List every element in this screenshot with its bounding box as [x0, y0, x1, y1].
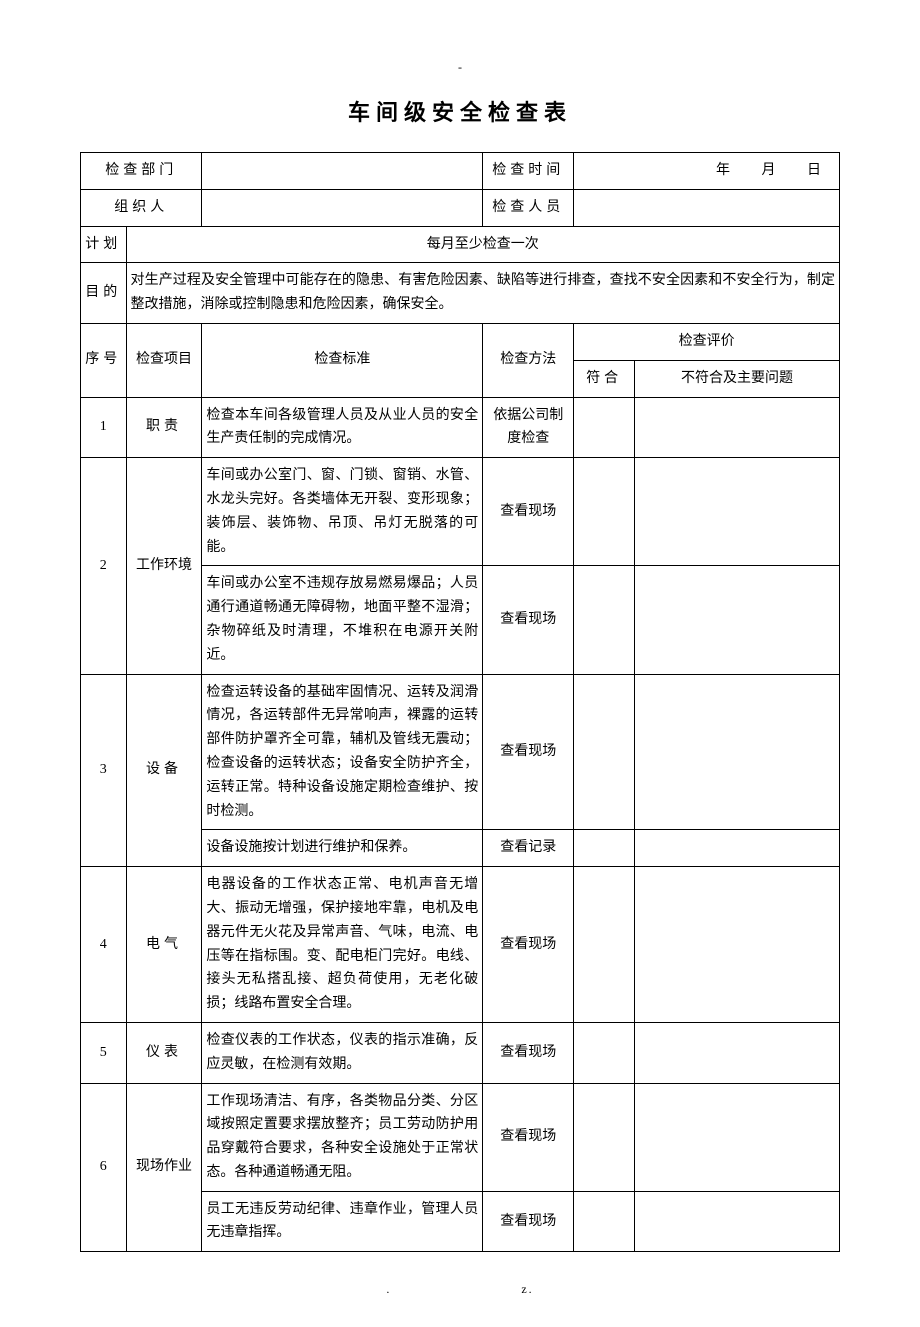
label-purpose: 目的 — [81, 263, 127, 324]
th-item: 检查项目 — [126, 323, 202, 397]
cell-item: 职责 — [126, 397, 202, 458]
cell-ng[interactable] — [635, 674, 840, 830]
inspection-table: 检查部门 检查时间 年 月 日 组织人 检查人员 计划 每月至少检查一次 目的 … — [80, 152, 840, 1252]
day-label: 日 — [795, 159, 835, 183]
cell-standard: 检查仪表的工作状态，仪表的指示准确，反应灵敏，在检测有效期。 — [202, 1022, 483, 1083]
cell-method: 查看现场 — [483, 1191, 574, 1252]
cell-ng[interactable] — [635, 867, 840, 1023]
th-standard: 检查标准 — [202, 323, 483, 397]
cell-ok[interactable] — [574, 1022, 635, 1083]
footer-right: z. — [521, 1282, 533, 1296]
cell-ng[interactable] — [635, 1022, 840, 1083]
row-dept: 检查部门 检查时间 年 月 日 — [81, 153, 840, 190]
table-row: 1 职责 检查本车间各级管理人员及从业人员的安全生产责任制的完成情况。 依据公司… — [81, 397, 840, 458]
table-row: 4 电气 电器设备的工作状态正常、电机声音无增大、振动无增强，保护接地牢靠，电机… — [81, 867, 840, 1023]
th-ok: 符合 — [574, 360, 635, 397]
cell-method: 查看记录 — [483, 830, 574, 867]
cell-method: 查看现场 — [483, 867, 574, 1023]
cell-item: 工作环境 — [126, 458, 202, 674]
cell-standard: 工作现场清洁、有序，各类物品分类、分区域按照定置要求摆放整齐；员工劳动防护用品穿… — [202, 1083, 483, 1191]
cell-standard: 车间或办公室门、窗、门锁、窗销、水管、水龙头完好。各类墙体无开裂、变形现象；装饰… — [202, 458, 483, 566]
doc-title: 车间级安全检查表 — [80, 95, 840, 127]
table-row: 2 工作环境 车间或办公室门、窗、门锁、窗销、水管、水龙头完好。各类墙体无开裂、… — [81, 458, 840, 566]
cell-method: 查看现场 — [483, 674, 574, 830]
cell-seq: 5 — [81, 1022, 127, 1083]
cell-ok[interactable] — [574, 1191, 635, 1252]
cell-ok[interactable] — [574, 397, 635, 458]
value-inspector[interactable] — [574, 189, 840, 226]
cell-ok[interactable] — [574, 830, 635, 867]
cell-method: 查看现场 — [483, 1022, 574, 1083]
cell-ng[interactable] — [635, 1191, 840, 1252]
cell-seq: 3 — [81, 674, 127, 867]
cell-standard: 检查运转设备的基础牢固情况、运转及润滑情况，各运转部件无异常响声，裸露的运转部件… — [202, 674, 483, 830]
year-label: 年 — [704, 159, 744, 183]
row-purpose: 目的 对生产过程及安全管理中可能存在的隐患、有害危险因素、缺陷等进行排查，查找不… — [81, 263, 840, 324]
cell-ng[interactable] — [635, 1083, 840, 1191]
cell-item: 电气 — [126, 867, 202, 1023]
table-row: 3 设备 检查运转设备的基础牢固情况、运转及润滑情况，各运转部件无异常响声，裸露… — [81, 674, 840, 830]
label-dept: 检查部门 — [81, 153, 202, 190]
cell-seq: 6 — [81, 1083, 127, 1252]
row-org: 组织人 检查人员 — [81, 189, 840, 226]
cell-ng[interactable] — [635, 458, 840, 566]
cell-ok[interactable] — [574, 566, 635, 674]
cell-item: 现场作业 — [126, 1083, 202, 1252]
page: - 车间级安全检查表 检查部门 检查时间 年 月 日 组织人 检查人员 计划 每… — [0, 0, 920, 1327]
month-label: 月 — [750, 159, 790, 183]
top-dash: - — [80, 60, 840, 75]
cell-method: 查看现场 — [483, 1083, 574, 1191]
cell-standard: 员工无违反劳动纪律、违章作业，管理人员无违章指挥。 — [202, 1191, 483, 1252]
cell-method: 查看现场 — [483, 566, 574, 674]
cell-method: 依据公司制度检查 — [483, 397, 574, 458]
cell-seq: 2 — [81, 458, 127, 674]
cell-seq: 4 — [81, 867, 127, 1023]
cell-ok[interactable] — [574, 1083, 635, 1191]
cell-seq: 1 — [81, 397, 127, 458]
cell-ng[interactable] — [635, 566, 840, 674]
cell-standard: 设备设施按计划进行维护和保养。 — [202, 830, 483, 867]
th-eval: 检查评价 — [574, 323, 840, 360]
cell-method: 查看现场 — [483, 458, 574, 566]
cell-ok[interactable] — [574, 458, 635, 566]
cell-ng[interactable] — [635, 830, 840, 867]
cell-ok[interactable] — [574, 674, 635, 830]
cell-ng[interactable] — [635, 397, 840, 458]
value-time[interactable]: 年 月 日 — [574, 153, 840, 190]
page-footer: . z. — [80, 1282, 840, 1297]
label-plan: 计划 — [81, 226, 127, 263]
th-ng: 不符合及主要问题 — [635, 360, 840, 397]
table-row: 6 现场作业 工作现场清洁、有序，各类物品分类、分区域按照定置要求摆放整齐；员工… — [81, 1083, 840, 1191]
label-inspector: 检查人员 — [483, 189, 574, 226]
cell-item: 仪表 — [126, 1022, 202, 1083]
label-time: 检查时间 — [483, 153, 574, 190]
th-seq: 序号 — [81, 323, 127, 397]
value-dept[interactable] — [202, 153, 483, 190]
cell-ok[interactable] — [574, 867, 635, 1023]
value-plan: 每月至少检查一次 — [126, 226, 839, 263]
cell-standard: 检查本车间各级管理人员及从业人员的安全生产责任制的完成情况。 — [202, 397, 483, 458]
cell-standard: 车间或办公室不违规存放易燃易爆品；人员通行通道畅通无障碍物，地面平整不湿滑；杂物… — [202, 566, 483, 674]
th-method: 检查方法 — [483, 323, 574, 397]
row-plan: 计划 每月至少检查一次 — [81, 226, 840, 263]
table-row: 5 仪表 检查仪表的工作状态，仪表的指示准确，反应灵敏，在检测有效期。 查看现场 — [81, 1022, 840, 1083]
footer-left: . — [386, 1282, 391, 1296]
cell-item: 设备 — [126, 674, 202, 867]
cell-standard: 电器设备的工作状态正常、电机声音无增大、振动无增强，保护接地牢靠，电机及电器元件… — [202, 867, 483, 1023]
row-colheader-1: 序号 检查项目 检查标准 检查方法 检查评价 — [81, 323, 840, 360]
value-purpose: 对生产过程及安全管理中可能存在的隐患、有害危险因素、缺陷等进行排查，查找不安全因… — [126, 263, 839, 324]
label-org: 组织人 — [81, 189, 202, 226]
value-org[interactable] — [202, 189, 483, 226]
